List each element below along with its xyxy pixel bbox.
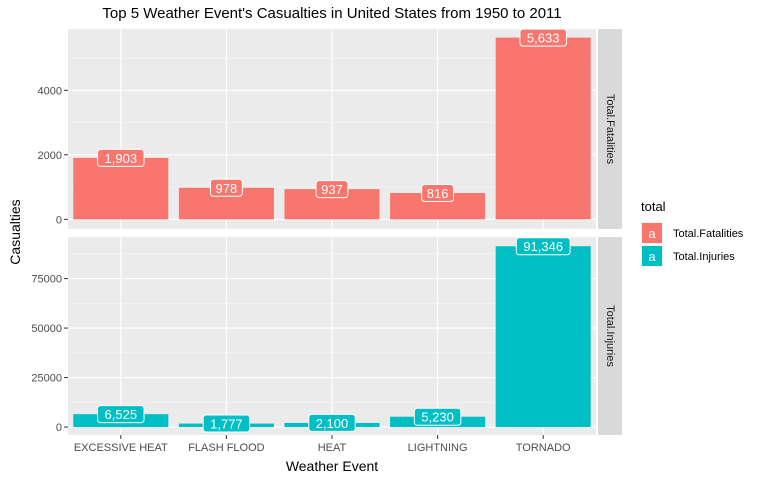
facet-strip — [598, 29, 622, 229]
legend-title: total — [641, 199, 666, 214]
data-label-box — [413, 407, 462, 426]
data-label-box — [421, 184, 455, 202]
legend-key-swatch — [642, 246, 662, 266]
data-label: 1,903 — [105, 151, 138, 166]
data-label-box — [209, 178, 243, 197]
y-tick-label: 0 — [56, 214, 62, 226]
bar-total-injuries — [495, 246, 591, 428]
x-tick-label: HEAT — [318, 442, 347, 454]
data-label-box — [315, 180, 349, 199]
data-label-box — [202, 414, 251, 433]
legend-entry: Total.Injuries — [673, 251, 735, 263]
data-label: 937 — [321, 182, 343, 197]
data-label: 1,777 — [210, 417, 243, 432]
legend-key-glyph: a — [648, 249, 656, 264]
bar-total-fatalities — [495, 37, 591, 220]
data-label-box — [515, 237, 571, 256]
legend-key-glyph: a — [648, 226, 656, 241]
y-tick-label: 4000 — [38, 85, 62, 97]
facet-strip-label: Total.Fatalities — [604, 94, 616, 165]
x-tick-label: EXCESSIVE HEAT — [74, 442, 168, 454]
x-tick-label: FLASH FLOOD — [188, 442, 264, 454]
data-label: 816 — [427, 186, 449, 201]
y-tick-label: 75000 — [31, 274, 62, 286]
y-axis-title: Casualties — [7, 199, 23, 264]
y-tick-label: 0 — [56, 422, 62, 434]
data-label: 978 — [216, 181, 238, 196]
x-axis-title: Weather Event — [286, 458, 378, 474]
data-label-box — [97, 148, 145, 167]
bar-total-fatalities — [73, 157, 169, 220]
y-tick-label: 2000 — [38, 150, 62, 162]
x-tick-label: LIGHTNING — [408, 442, 468, 454]
data-label-box — [97, 405, 145, 424]
y-tick-label: 25000 — [31, 373, 62, 385]
data-label: 2,100 — [316, 416, 349, 431]
y-tick-label: 50000 — [31, 323, 62, 335]
data-label: 5,230 — [421, 410, 454, 425]
x-tick-label: TORNADO — [516, 442, 571, 454]
legend-entry: Total.Fatalities — [673, 228, 744, 240]
data-label: 6,525 — [105, 407, 138, 422]
data-label-box — [519, 28, 567, 47]
legend-key-swatch — [642, 223, 662, 243]
facet-strip-label: Total.Injuries — [604, 305, 616, 367]
data-label-box — [308, 413, 356, 432]
facet-strip — [598, 237, 622, 435]
data-label: 91,346 — [523, 239, 563, 254]
data-label: 5,633 — [527, 31, 560, 46]
chart-title: Top 5 Weather Event's Casualties in Unit… — [102, 5, 561, 22]
